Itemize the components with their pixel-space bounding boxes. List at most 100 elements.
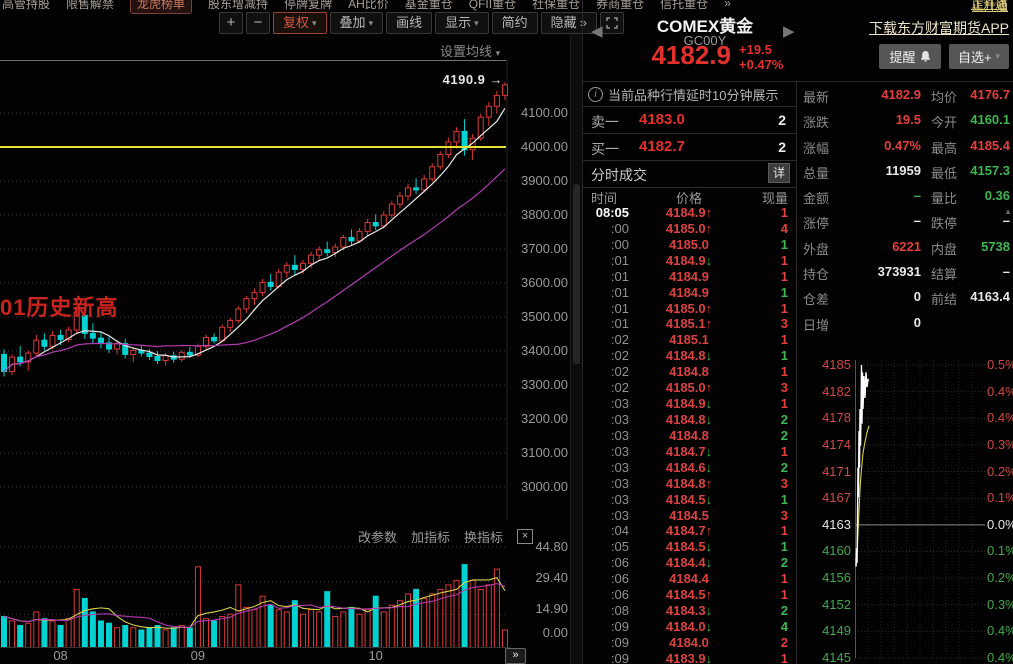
tick-detail-button[interactable]: 详 — [768, 163, 790, 183]
tick-row[interactable]: :06 4184.5↑ 1 — [583, 587, 796, 603]
arrow-down-icon: ↓ — [705, 491, 713, 507]
prev-contract-arrow[interactable]: ◀ — [591, 23, 603, 40]
tick-price: 4184.4 — [669, 571, 709, 587]
intraday-percent-label: 0.4% — [987, 623, 1013, 639]
ma-settings-dropdown[interactable]: 设置均线 ▾ — [440, 41, 500, 60]
tick-row[interactable]: :05 4184.5↓ 1 — [583, 539, 796, 555]
tick-row[interactable]: :01 4185.0↑ 1 — [583, 301, 796, 317]
tick-row[interactable]: :09 4184.0↓ 4 — [583, 619, 796, 635]
close-icon[interactable]: × — [517, 529, 534, 544]
switch-indicator-link[interactable]: 换指标 — [464, 530, 504, 545]
menu-item-1[interactable]: 限售解禁 — [66, 0, 115, 11]
toolbar-button-4[interactable]: 简约 — [491, 12, 538, 34]
tick-time: :06 — [610, 587, 629, 603]
menu-item-3[interactable]: 股东增减持 — [208, 0, 269, 11]
tick-row[interactable]: :03 4184.6↓ 2 — [583, 460, 796, 476]
stats-row: 外盘 6221 内盘 5738 — [797, 234, 1013, 259]
volume-tick-label: 29.40 — [535, 570, 568, 585]
volume-chart[interactable] — [0, 545, 510, 648]
menu-item-9[interactable]: 券商重仓 — [596, 0, 645, 11]
expand-more-button[interactable]: » — [505, 648, 526, 664]
menu-item-6[interactable]: 基金重仓 — [404, 0, 453, 11]
menu-item-2[interactable]: 龙虎榜单 — [130, 0, 193, 14]
tick-price: 4185.1 — [669, 332, 709, 348]
tick-row[interactable]: :01 4184.9 1 — [583, 285, 796, 301]
tick-row[interactable]: :01 4184.9 1 — [583, 269, 796, 285]
tick-qty: 2 — [780, 411, 788, 427]
tick-row[interactable]: :02 4185.0↑ 3 — [583, 380, 796, 396]
tick-row[interactable]: 08:05 4184.9↑ 1 — [583, 205, 796, 221]
tick-row[interactable]: :03 4184.5 3 — [583, 508, 796, 524]
tick-trade-list[interactable]: 08:05 4184.9↑ 1:00 4185.0↑ 4:00 4185.0 1:01 418… — [583, 205, 796, 664]
tick-qty: 2 — [780, 555, 788, 571]
tick-row[interactable]: :02 4184.8↓ 1 — [583, 348, 796, 364]
scroll-up-icon[interactable]: ▲ — [1004, 207, 1012, 216]
menu-item-10[interactable]: 信托重仓 — [660, 0, 709, 11]
toolbar-button-1[interactable]: 叠加 ▾ — [329, 12, 384, 34]
stat-value: 11959 — [885, 162, 921, 178]
divider — [583, 106, 796, 107]
zoom-in-button[interactable]: + — [219, 12, 243, 34]
menu-item-11[interactable]: » — [724, 0, 731, 10]
arrow-up-icon: ↑ — [705, 475, 713, 491]
change-params-link[interactable]: 改参数 — [358, 530, 398, 545]
vertical-scrollbar[interactable] — [570, 34, 582, 664]
tick-row[interactable]: :08 4184.3↓ 2 — [583, 603, 796, 619]
tick-row[interactable]: :09 4183.9↓ 1 — [583, 651, 796, 664]
tick-row[interactable]: :01 4184.9↓ 1 — [583, 253, 796, 269]
intraday-percent-label: 0.1% — [987, 543, 1013, 559]
top-right-link[interactable]: 正升通 — [971, 0, 1008, 13]
stat-value: 5738 — [981, 238, 1010, 254]
tick-row[interactable]: :01 4185.1↑ 3 — [583, 316, 796, 332]
tick-row[interactable]: :03 4184.8↑ 3 — [583, 476, 796, 492]
add-watchlist-button[interactable]: 自选+ ▾ — [949, 44, 1009, 69]
bid-label: 买一 — [591, 141, 619, 157]
daily-candlestick-chart[interactable] — [0, 60, 510, 520]
stat-value: 0 — [913, 314, 921, 330]
add-indicator-link[interactable]: 加指标 — [411, 530, 451, 545]
tick-row[interactable]: :03 4184.8↓ 2 — [583, 412, 796, 428]
menu-item-4[interactable]: 停牌复牌 — [284, 0, 333, 11]
tick-row[interactable]: :02 4185.1 1 — [583, 332, 796, 348]
tick-row[interactable]: :03 4184.9↓ 1 — [583, 396, 796, 412]
toolbar-button-0[interactable]: 复权 ▾ — [273, 12, 327, 34]
stat-value: 19.5 — [895, 112, 921, 128]
stats-row: 金额 – 量比 0.36 — [797, 183, 1013, 208]
next-contract-arrow[interactable]: ▶ — [783, 23, 795, 40]
arrow-down-icon: ↓ — [705, 411, 713, 427]
menu-item-8[interactable]: 社保重仓 — [532, 0, 581, 11]
tick-qty: 1 — [780, 300, 788, 316]
arrow-up-icon: ↑ — [705, 316, 713, 332]
tick-row[interactable]: :09 4184.0 2 — [583, 635, 796, 651]
menu-item-7[interactable]: QFII重仓 — [468, 0, 517, 11]
tick-row[interactable]: :03 4184.7↓ 1 — [583, 444, 796, 460]
menu-right-link[interactable]: 正升通 — [970, 0, 1007, 11]
stat-value: 4185.4 — [970, 137, 1010, 153]
tick-row[interactable]: :04 4184.7↑ 1 — [583, 523, 796, 539]
intraday-percent-label: 0.1% — [987, 490, 1013, 506]
tick-row[interactable]: :02 4184.8 1 — [583, 364, 796, 380]
tick-qty: 3 — [780, 380, 788, 396]
tick-row[interactable]: :03 4184.5↓ 1 — [583, 492, 796, 508]
tick-row[interactable]: :00 4185.0 1 — [583, 237, 796, 253]
chart-top-border — [0, 60, 506, 61]
menu-item-5[interactable]: AH比价 — [348, 0, 389, 11]
toolbar-button-2[interactable]: 画线 — [386, 12, 433, 34]
zoom-out-button[interactable]: − — [246, 12, 270, 34]
fullscreen-button[interactable] — [599, 12, 624, 34]
tick-row[interactable]: :06 4184.4 1 — [583, 571, 796, 587]
tick-qty: 2 — [780, 603, 788, 619]
tick-row[interactable]: :03 4184.8 2 — [583, 428, 796, 444]
menu-item-0[interactable]: 高管持股 — [2, 0, 51, 11]
remind-button[interactable]: 提醒 — [879, 44, 941, 69]
intraday-mini-chart[interactable] — [855, 352, 985, 664]
stat-label: 总量 — [803, 165, 830, 181]
tick-row[interactable]: :00 4185.0↑ 4 — [583, 221, 796, 237]
tick-row[interactable]: :06 4184.4↓ 2 — [583, 555, 796, 571]
scrollbar-thumb[interactable] — [573, 184, 580, 364]
tick-qty: 1 — [780, 650, 788, 664]
tick-time: :00 — [610, 236, 629, 252]
download-app-link[interactable]: 下载东方财富期货APP — [868, 20, 1009, 36]
tick-price: 4184.4↓ — [665, 555, 713, 571]
toolbar-button-3[interactable]: 显示 ▾ — [435, 12, 489, 34]
